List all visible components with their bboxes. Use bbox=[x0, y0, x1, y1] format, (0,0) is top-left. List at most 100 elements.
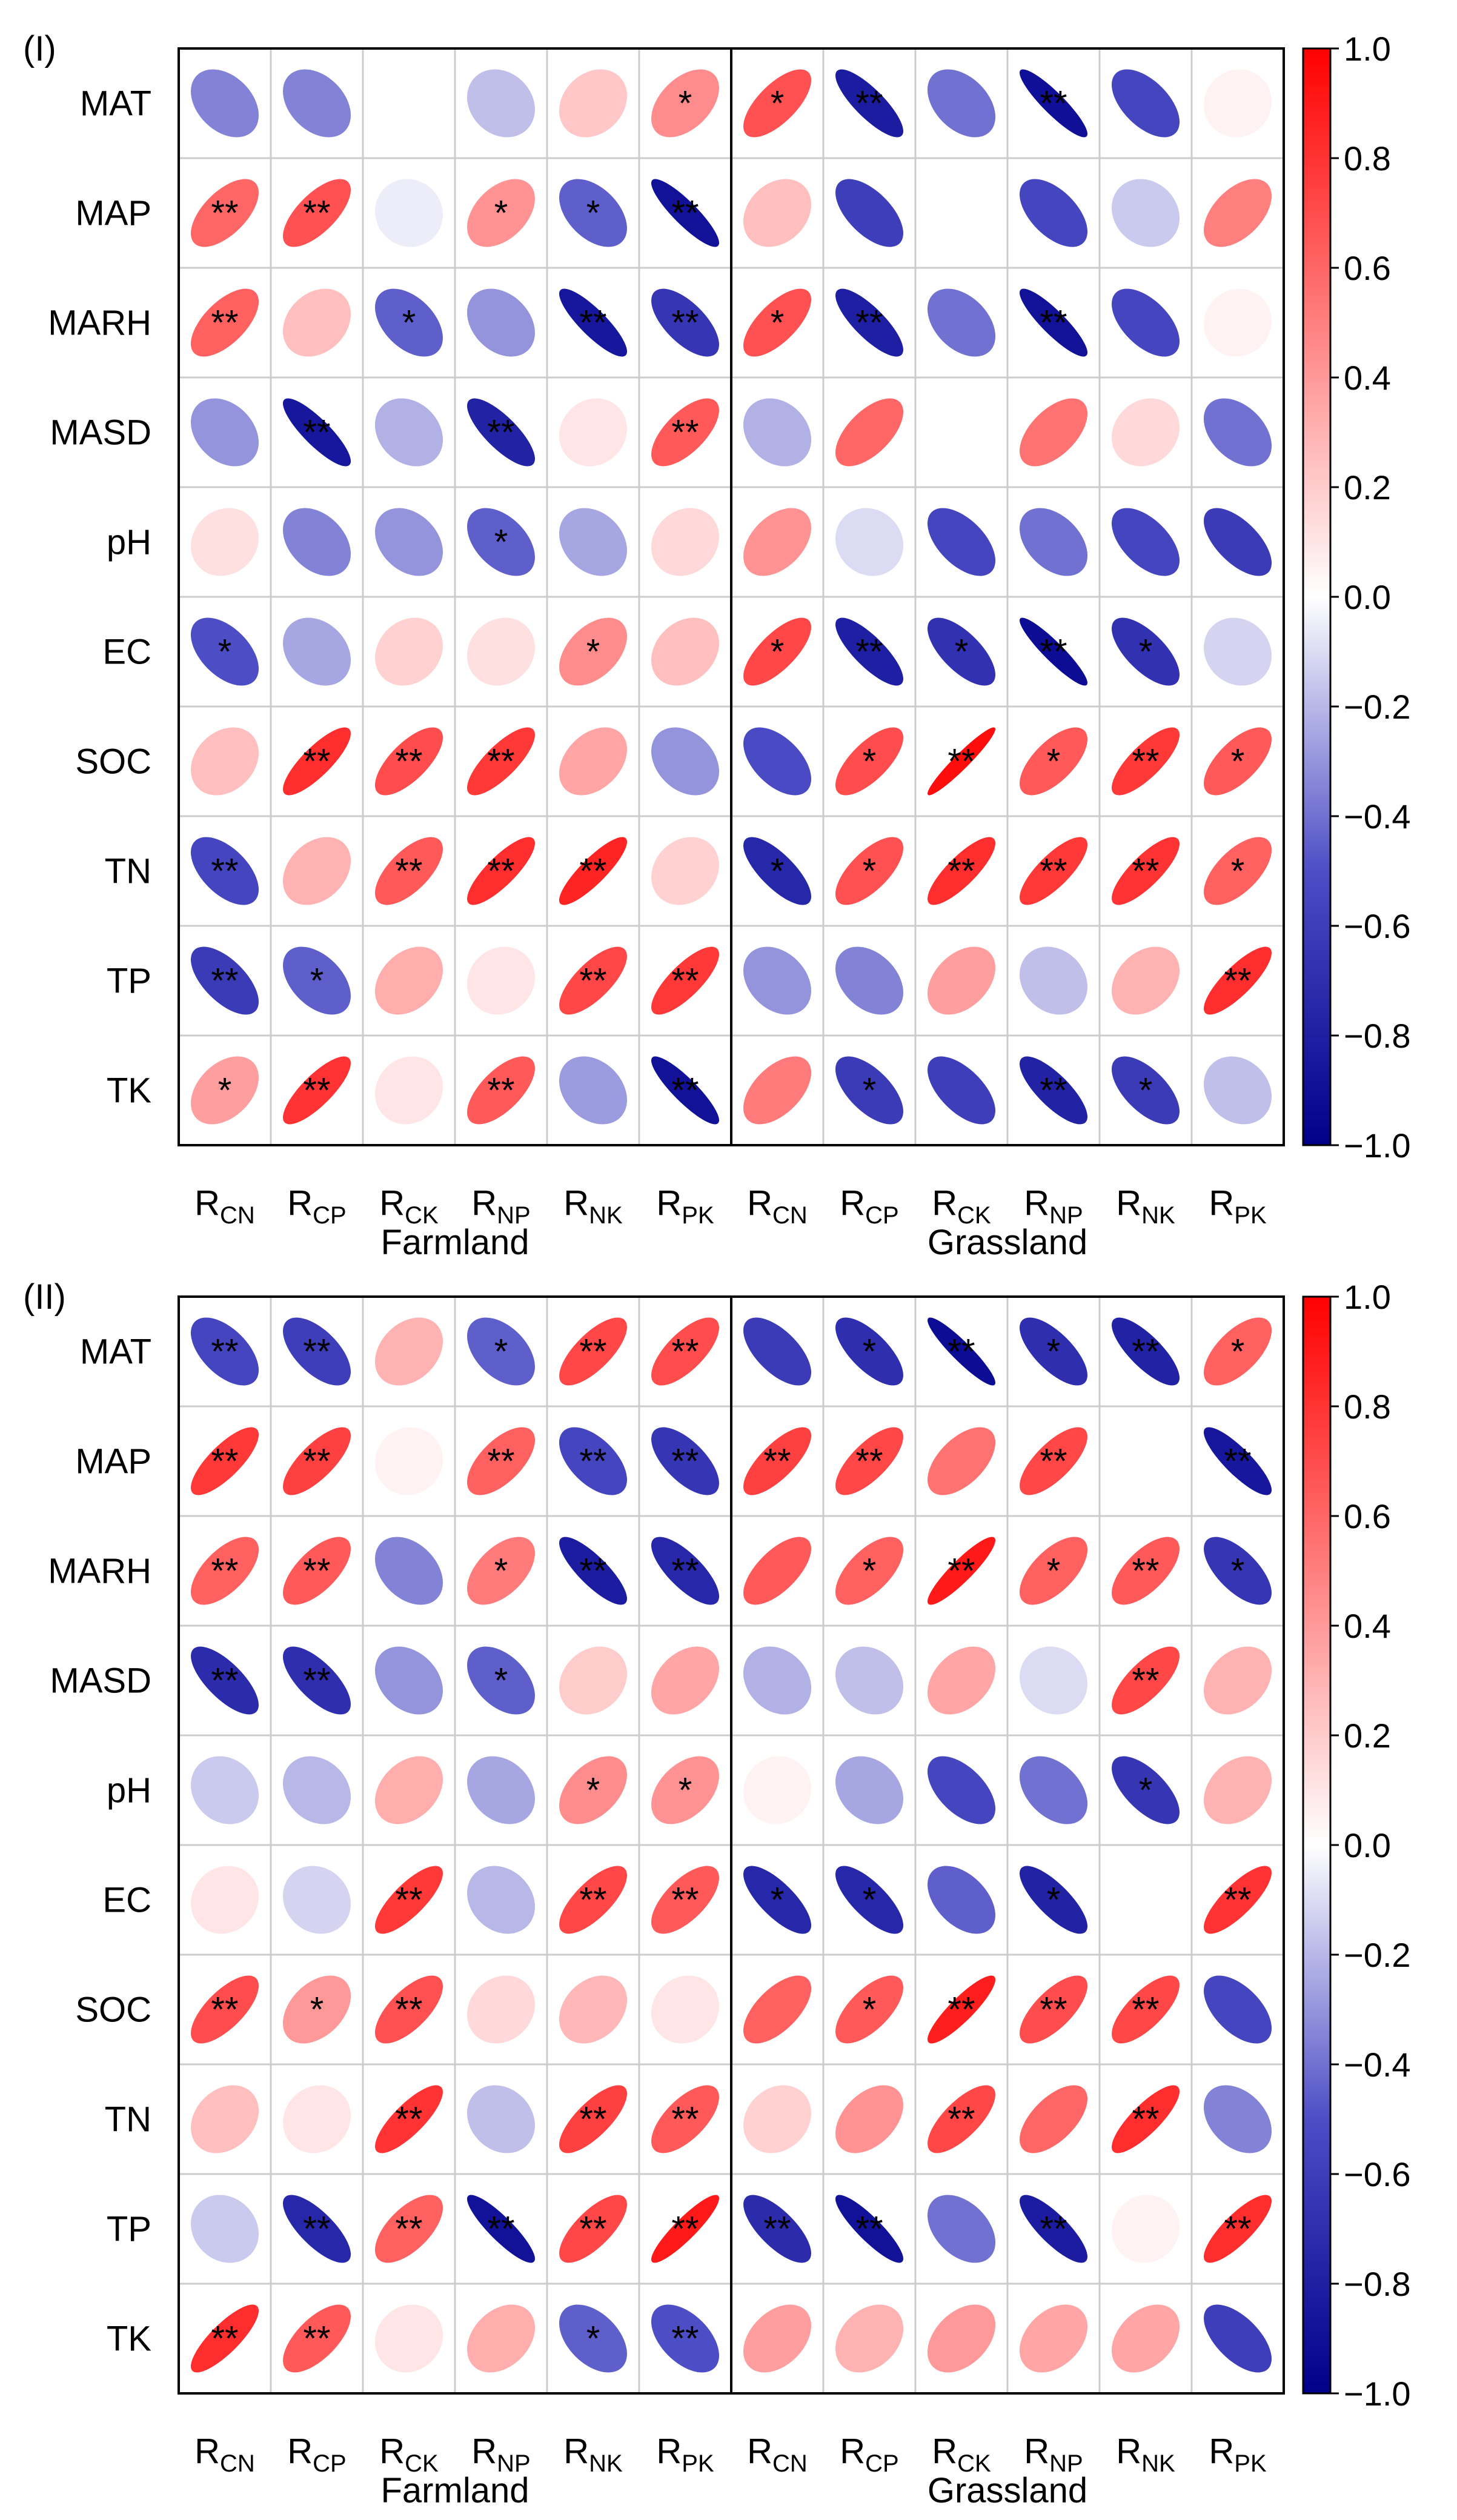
significance-mark: ** bbox=[487, 2210, 514, 2249]
significance-mark: ** bbox=[671, 194, 699, 233]
significance-mark: * bbox=[1231, 852, 1245, 891]
corr-ellipse bbox=[651, 2304, 720, 2373]
corr-ellipse bbox=[1112, 1756, 1180, 1824]
significance-mark: ** bbox=[395, 742, 422, 782]
row-label: TN bbox=[105, 2100, 151, 2139]
significance-mark: * bbox=[310, 1990, 324, 2030]
corr-ellipse bbox=[559, 508, 627, 576]
corr-ellipse bbox=[1112, 1317, 1180, 1386]
panel-label: (I) bbox=[23, 29, 56, 68]
corr-ellipse bbox=[835, 398, 903, 467]
colorbar-tick-label: 1.0 bbox=[1344, 1278, 1391, 1316]
significance-mark: ** bbox=[671, 2100, 699, 2139]
corr-ellipse bbox=[1204, 1975, 1272, 2044]
colorbar-tick-label: 0.4 bbox=[1344, 359, 1391, 397]
significance-mark: * bbox=[218, 633, 232, 672]
corr-ellipse bbox=[928, 1056, 995, 1125]
significance-mark: * bbox=[494, 1332, 508, 1372]
significance-mark: ** bbox=[211, 194, 238, 233]
significance-mark: ** bbox=[303, 2319, 330, 2359]
corr-ellipse bbox=[651, 508, 720, 576]
corr-ellipse bbox=[375, 2085, 443, 2153]
corr-ellipse bbox=[559, 1756, 627, 1824]
corr-ellipse bbox=[835, 727, 903, 796]
corr-ellipse bbox=[283, 1056, 351, 1125]
corr-ellipse bbox=[1204, 1756, 1272, 1824]
column-label: RCN bbox=[747, 1183, 808, 1229]
corr-ellipse bbox=[466, 2195, 536, 2263]
significance-mark: * bbox=[494, 1661, 508, 1701]
corr-ellipse bbox=[835, 1537, 904, 1605]
significance-mark: ** bbox=[211, 1661, 238, 1701]
significance-mark: * bbox=[1139, 1771, 1153, 1810]
significance-mark: ** bbox=[671, 2210, 699, 2249]
panel-label: (II) bbox=[23, 1277, 66, 1317]
corr-ellipse bbox=[1020, 1427, 1087, 1495]
corr-ellipse bbox=[467, 1537, 535, 1605]
column-label: RCN bbox=[747, 2432, 808, 2477]
significance-mark: * bbox=[1047, 1552, 1061, 1591]
significance-mark: ** bbox=[1132, 742, 1159, 782]
corr-ellipse bbox=[651, 1056, 720, 1125]
column-label: RCN bbox=[194, 1183, 255, 1229]
corr-ellipse bbox=[191, 2304, 259, 2373]
column-label: RNK bbox=[1116, 2432, 1175, 2477]
corr-ellipse bbox=[467, 837, 535, 905]
corr-ellipse bbox=[835, 2195, 904, 2263]
column-label: RCP bbox=[287, 1183, 346, 1229]
significance-mark: ** bbox=[948, 1552, 975, 1591]
corr-ellipse bbox=[835, 1317, 903, 1386]
column-label: RCN bbox=[194, 2432, 255, 2477]
corr-ellipse bbox=[835, 1975, 903, 2044]
corr-ellipse bbox=[283, 1537, 351, 1605]
significance-mark: * bbox=[310, 962, 324, 1001]
corr-ellipse bbox=[374, 1975, 443, 2044]
corr-ellipse bbox=[835, 1756, 903, 1824]
significance-mark: ** bbox=[855, 84, 883, 124]
significance-mark: ** bbox=[671, 1552, 699, 1591]
corr-ellipse bbox=[927, 288, 996, 357]
corr-ellipse bbox=[559, 1866, 627, 1934]
significance-mark: ** bbox=[671, 2319, 699, 2359]
significance-mark: ** bbox=[487, 742, 514, 782]
significance-mark: ** bbox=[303, 1442, 330, 1481]
row-label: MASD bbox=[50, 1661, 151, 1701]
significance-mark: * bbox=[1047, 1332, 1061, 1372]
significance-mark: ** bbox=[671, 1071, 699, 1111]
column-label: RCK bbox=[932, 2432, 991, 2477]
group-label: Farmland bbox=[381, 1223, 529, 1262]
corr-ellipse bbox=[1204, 727, 1272, 796]
significance-mark: * bbox=[1047, 1881, 1061, 1920]
corr-ellipse bbox=[466, 1427, 536, 1495]
colorbar-tick-label: −0.8 bbox=[1344, 1017, 1411, 1055]
corr-ellipse bbox=[467, 1866, 535, 1934]
corr-ellipse bbox=[651, 398, 719, 467]
significance-mark: ** bbox=[671, 413, 699, 453]
column-label: RCP bbox=[287, 2432, 346, 2477]
corr-ellipse bbox=[1112, 946, 1180, 1015]
corr-ellipse bbox=[1020, 617, 1087, 686]
colorbar-tick-label: 0.0 bbox=[1344, 578, 1391, 616]
significance-mark: ** bbox=[395, 2100, 422, 2139]
corr-ellipse bbox=[282, 179, 351, 247]
significance-mark: ** bbox=[855, 304, 883, 343]
corr-ellipse bbox=[743, 1056, 811, 1125]
significance-mark: ** bbox=[211, 1990, 238, 2030]
colorbar-tick-label: 1.0 bbox=[1344, 30, 1391, 68]
corr-ellipse bbox=[1020, 2195, 1087, 2263]
corr-ellipse bbox=[1203, 617, 1272, 686]
significance-mark: ** bbox=[1132, 1332, 1159, 1372]
corr-ellipse bbox=[928, 508, 995, 576]
corr-ellipse bbox=[559, 398, 627, 467]
corr-ellipse bbox=[466, 617, 536, 686]
corr-ellipse bbox=[190, 617, 259, 686]
corr-ellipse bbox=[190, 508, 259, 576]
corr-ellipse bbox=[283, 617, 351, 686]
significance-mark: * bbox=[1231, 742, 1245, 782]
significance-mark: ** bbox=[579, 2210, 606, 2249]
corr-ellipse bbox=[559, 617, 627, 686]
significance-mark: ** bbox=[855, 1442, 883, 1481]
colorbar-tick-label: −0.6 bbox=[1344, 2155, 1411, 2193]
corr-ellipse bbox=[743, 2195, 811, 2263]
column-label: RCK bbox=[379, 2432, 439, 2477]
